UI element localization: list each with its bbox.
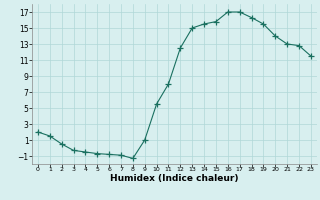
X-axis label: Humidex (Indice chaleur): Humidex (Indice chaleur) xyxy=(110,174,239,183)
